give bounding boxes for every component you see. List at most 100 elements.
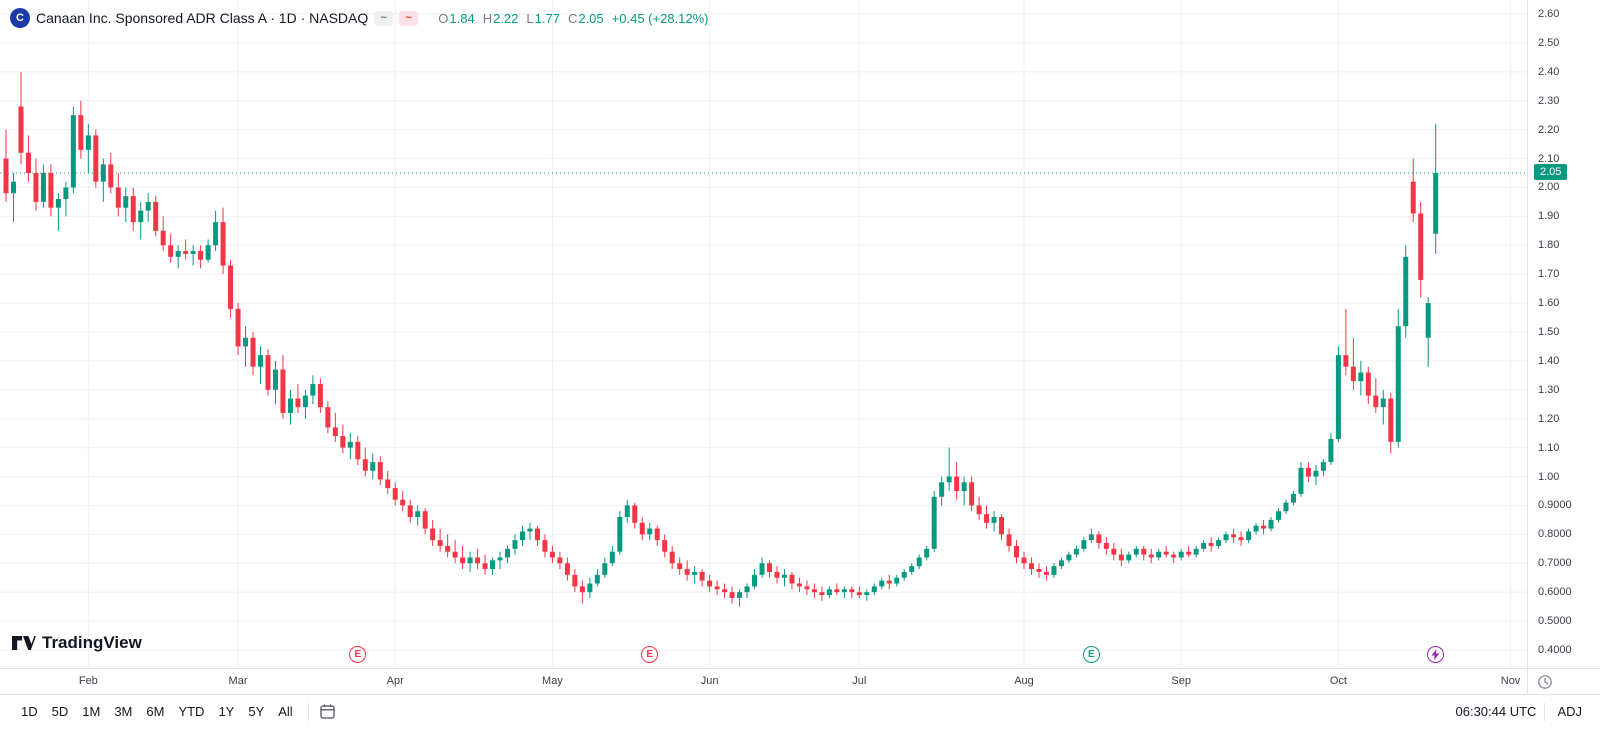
symbol-logo-icon[interactable]: C bbox=[10, 8, 30, 28]
candle bbox=[1358, 360, 1364, 396]
candle bbox=[1223, 531, 1229, 544]
candle bbox=[1148, 548, 1154, 564]
candle bbox=[475, 548, 481, 570]
candle bbox=[1216, 537, 1222, 549]
candle bbox=[467, 551, 473, 572]
candle bbox=[355, 436, 361, 465]
chart-pane[interactable]: C Canaan Inc. Sponsored ADR Class A · 1D… bbox=[0, 0, 1527, 668]
candle bbox=[108, 152, 114, 194]
range-button-5y[interactable]: 5Y bbox=[241, 700, 271, 723]
time-tick-label: Aug bbox=[1014, 675, 1034, 687]
adjusted-data-toggle[interactable]: ADJ bbox=[1557, 704, 1582, 719]
earnings-marker[interactable]: E bbox=[641, 646, 659, 663]
candle bbox=[834, 583, 840, 596]
price-tick-label: 0.8000 bbox=[1538, 528, 1572, 541]
event-marker[interactable] bbox=[1427, 646, 1445, 663]
candle bbox=[258, 346, 263, 385]
price-tick-label: 1.70 bbox=[1538, 268, 1560, 281]
candle bbox=[1088, 528, 1094, 544]
candle bbox=[1163, 545, 1169, 558]
timezone-clock-icon[interactable] bbox=[1537, 674, 1553, 690]
market-status-icon[interactable]: ~ bbox=[374, 10, 394, 26]
candle bbox=[894, 574, 900, 587]
candle bbox=[1433, 123, 1439, 254]
earnings-marker[interactable]: E bbox=[349, 646, 367, 663]
high-value: 2.22 bbox=[493, 10, 519, 26]
candle bbox=[826, 586, 832, 598]
candle bbox=[804, 580, 810, 596]
candle bbox=[856, 586, 862, 598]
server-time[interactable]: 06:30:44 UTC bbox=[1455, 704, 1537, 719]
candle bbox=[10, 173, 16, 223]
candle bbox=[1051, 563, 1057, 578]
candle bbox=[1021, 551, 1027, 570]
tradingview-logo[interactable]: TradingView bbox=[12, 633, 142, 653]
range-button-1m[interactable]: 1M bbox=[75, 700, 107, 723]
candle bbox=[684, 560, 690, 581]
candle bbox=[490, 557, 496, 575]
range-button-all[interactable]: All bbox=[271, 700, 299, 723]
candle bbox=[415, 505, 421, 526]
range-button-ytd[interactable]: YTD bbox=[171, 700, 211, 723]
candle bbox=[1403, 245, 1409, 338]
candle bbox=[190, 245, 196, 266]
candle bbox=[445, 534, 451, 558]
candle bbox=[1298, 462, 1304, 497]
time-tick-label: Feb bbox=[78, 675, 98, 687]
candle bbox=[482, 554, 488, 575]
close-label: C bbox=[567, 10, 578, 26]
candle bbox=[841, 586, 847, 598]
time-tick-label: Apr bbox=[386, 675, 404, 687]
candle bbox=[961, 476, 967, 506]
candle bbox=[78, 100, 84, 159]
price-tick-label: 1.30 bbox=[1538, 383, 1560, 396]
candle bbox=[774, 566, 780, 584]
price-axis[interactable]: 2.60 2.50 2.40 2.30 2.20 2.10 2.00 1.90 1.80 1.70… bbox=[1528, 0, 1600, 668]
candle bbox=[1373, 378, 1379, 413]
candlestick-chart[interactable] bbox=[0, 0, 1527, 668]
candle bbox=[1313, 464, 1319, 486]
candle bbox=[168, 233, 174, 263]
candle bbox=[1388, 392, 1394, 454]
candle bbox=[1103, 537, 1109, 555]
candle bbox=[213, 210, 219, 252]
open-value: 1.84 bbox=[449, 10, 475, 26]
candle bbox=[1208, 537, 1214, 552]
price-tick-label: 2.50 bbox=[1538, 36, 1560, 49]
time-axis[interactable]: Feb Mar Apr May Jun Jul Aug Sep Oct Nov bbox=[0, 668, 1600, 694]
candle bbox=[662, 534, 668, 558]
candle bbox=[123, 187, 129, 223]
go-to-date-button[interactable] bbox=[317, 701, 338, 722]
candle bbox=[1418, 201, 1424, 298]
candle bbox=[48, 164, 54, 217]
candle bbox=[617, 511, 623, 555]
candle bbox=[1268, 517, 1274, 532]
candle bbox=[93, 129, 99, 188]
range-button-5d[interactable]: 5D bbox=[45, 700, 76, 723]
candle bbox=[407, 499, 413, 523]
delayed-data-icon[interactable]: ~ bbox=[399, 10, 419, 26]
candle bbox=[669, 545, 675, 570]
range-button-1y[interactable]: 1Y bbox=[211, 700, 241, 723]
candle bbox=[362, 447, 368, 477]
candle bbox=[557, 551, 563, 570]
candle bbox=[1156, 548, 1162, 561]
symbol-title[interactable]: Canaan Inc. Sponsored ADR Class A · 1D ·… bbox=[36, 10, 369, 26]
candle bbox=[160, 216, 166, 252]
candle bbox=[1395, 308, 1401, 448]
price-tick-label: 1.80 bbox=[1538, 239, 1560, 252]
candle bbox=[497, 551, 503, 570]
price-tick-label: 2.30 bbox=[1538, 94, 1560, 107]
earnings-marker[interactable]: E bbox=[1082, 646, 1100, 663]
candle bbox=[999, 514, 1005, 541]
range-button-6m[interactable]: 6M bbox=[139, 700, 171, 723]
range-button-3m[interactable]: 3M bbox=[107, 700, 139, 723]
time-tick-label: Nov bbox=[1500, 675, 1521, 687]
candle bbox=[1290, 491, 1296, 506]
candle bbox=[1111, 543, 1117, 561]
candle bbox=[811, 583, 817, 598]
range-button-1d[interactable]: 1D bbox=[14, 700, 45, 723]
candle bbox=[519, 525, 525, 546]
open-label: O bbox=[438, 10, 449, 26]
candle bbox=[1425, 297, 1431, 367]
